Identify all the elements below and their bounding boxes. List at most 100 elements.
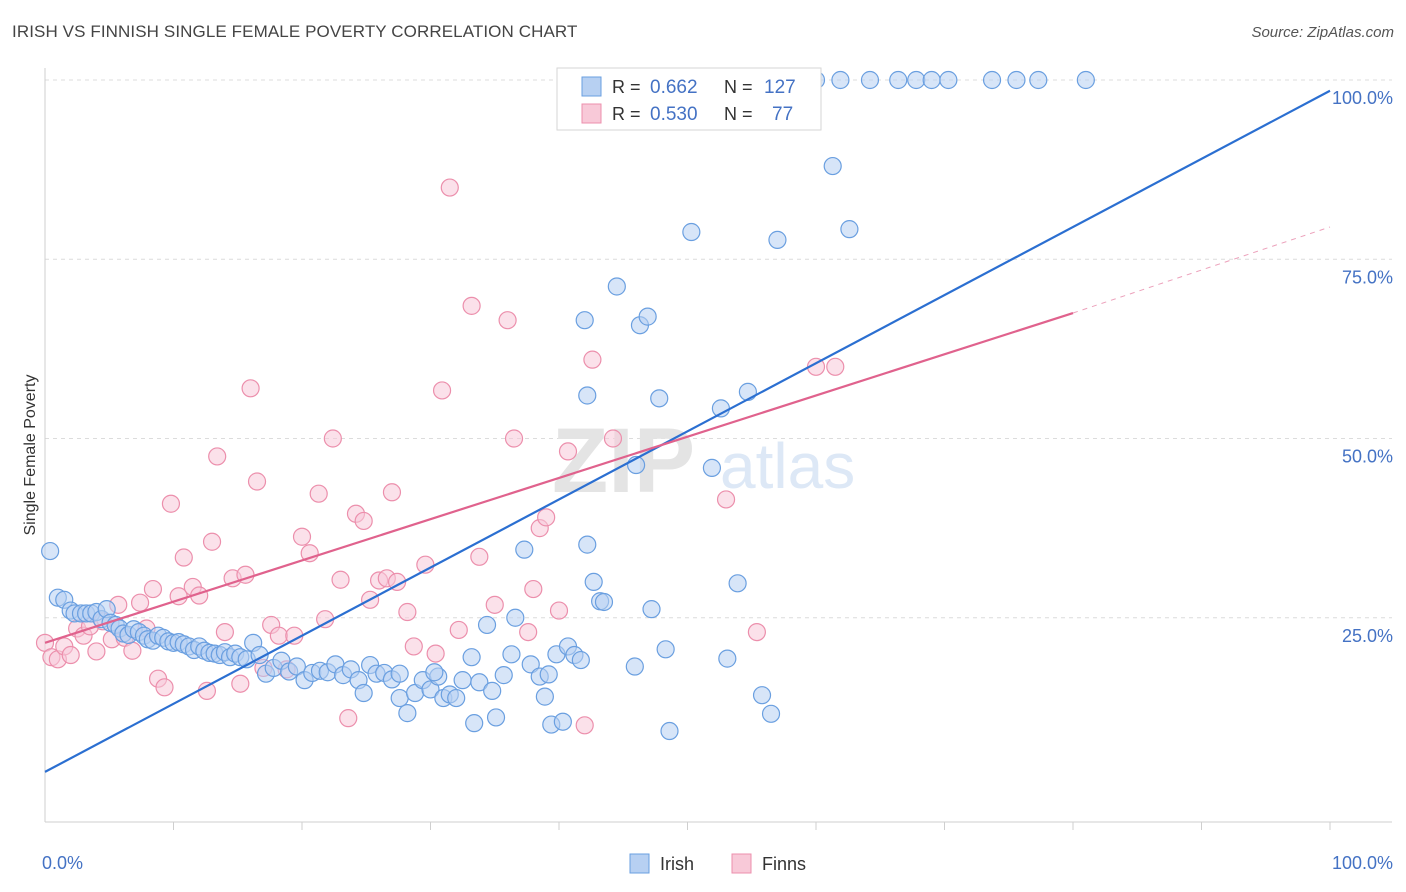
irish-point	[553, 712, 572, 731]
legend-irish-swatch	[629, 853, 650, 874]
finns-n-label: N =	[724, 104, 758, 124]
finns-point	[174, 548, 193, 567]
irish-point	[575, 311, 594, 330]
finns-point	[462, 296, 481, 315]
finns-point	[269, 626, 288, 645]
irish-point	[718, 649, 737, 668]
irish-point	[470, 673, 489, 692]
irish-point	[638, 307, 657, 326]
irish-point	[578, 386, 597, 405]
irish-series	[41, 70, 1095, 741]
irish-point	[521, 655, 540, 674]
y-tick-label: 100.0%	[1332, 88, 1393, 108]
finns-point	[331, 570, 350, 589]
gridlines	[45, 79, 1392, 619]
irish-point	[594, 592, 614, 612]
irish-point	[1076, 70, 1095, 90]
irish-point	[425, 663, 444, 682]
finns-n-value: 77	[772, 104, 793, 125]
legend-irish-label: Irish	[660, 854, 694, 874]
finns-point	[537, 508, 556, 527]
irish-point	[768, 230, 787, 249]
irish-point	[682, 222, 701, 242]
irish-point	[939, 70, 958, 90]
finns-point	[354, 511, 373, 531]
irish-point	[535, 687, 554, 706]
irish-point	[465, 714, 484, 733]
irish-point	[447, 688, 466, 708]
finns-point	[309, 484, 328, 503]
irish-point	[453, 671, 472, 690]
irish-point	[660, 721, 679, 741]
irish-point	[486, 708, 506, 727]
finns-point	[382, 483, 402, 502]
y-tick-label: 75.0%	[1342, 267, 1393, 287]
source-credit: Source: ZipAtlas.com	[1251, 24, 1394, 41]
finns-point	[339, 709, 358, 728]
irish-point	[1007, 70, 1026, 90]
stats-legend: R = 0.662 N = 127 R = 0.530 N = 77	[556, 67, 822, 131]
x-ticks	[173, 822, 1331, 830]
finns-trend-extension	[1072, 226, 1331, 314]
finns-point	[161, 494, 181, 513]
y-axis-label: Single Female Poverty	[22, 375, 39, 536]
irish-point	[41, 541, 60, 561]
legend-finns-label: Finns	[762, 854, 806, 874]
finns-point	[519, 622, 538, 642]
irish-point	[823, 156, 842, 176]
y-tick-label: 25.0%	[1342, 626, 1393, 646]
irish-point	[982, 70, 1002, 90]
watermark-zip: ZIP	[552, 410, 695, 512]
watermark-atlas: atlas	[720, 430, 855, 502]
irish-r-label: R =	[612, 77, 646, 97]
finns-point	[208, 447, 227, 466]
axes	[44, 68, 1392, 823]
irish-point	[506, 608, 525, 627]
finns-point	[575, 716, 594, 735]
irish-point	[483, 681, 502, 700]
y-tick-label: 50.0%	[1342, 447, 1393, 467]
irish-point	[840, 220, 859, 239]
irish-trend-line	[44, 89, 1331, 773]
irish-point	[584, 572, 603, 592]
irish-point	[650, 389, 669, 408]
irish-point	[390, 664, 409, 683]
finns-r-label: R =	[612, 104, 646, 124]
finns-point	[143, 579, 163, 599]
finns-trend-line	[44, 311, 1074, 644]
irish-point	[502, 645, 521, 664]
watermark: ZIP atlas	[552, 410, 855, 512]
finns-point	[202, 532, 222, 551]
finns-point	[292, 527, 312, 546]
finns-point	[603, 429, 623, 448]
finns-point	[404, 637, 423, 656]
irish-point	[390, 688, 409, 708]
irish-point	[625, 657, 644, 676]
irish-point	[831, 70, 850, 90]
finns-point	[215, 622, 234, 642]
irish-point	[539, 665, 558, 684]
finns-point	[231, 674, 250, 693]
legend-finns-swatch	[731, 853, 752, 874]
finns-point	[470, 547, 489, 566]
irish-point	[728, 574, 747, 593]
finns-point	[583, 350, 602, 369]
finns-point	[440, 178, 459, 197]
chart-title: IRISH VS FINNISH SINGLE FEMALE POVERTY C…	[12, 22, 578, 41]
irish-point	[702, 458, 722, 477]
irish-n-label: N =	[724, 77, 758, 97]
irish-point	[761, 704, 781, 723]
series-legend: Irish Finns	[629, 853, 806, 874]
trend-lines	[44, 89, 1331, 773]
finns-point	[87, 642, 106, 661]
finns-point	[747, 622, 766, 642]
y-tick-labels: 25.0% 50.0% 75.0% 100.0%	[1332, 88, 1393, 646]
x-tick-label-max: 100.0%	[1332, 853, 1393, 873]
irish-point	[515, 540, 534, 559]
finns-point	[549, 601, 569, 620]
irish-point	[860, 70, 880, 90]
finns-point	[716, 490, 736, 509]
irish-point	[398, 704, 417, 723]
irish-point	[1029, 70, 1048, 90]
finns-point	[524, 579, 543, 599]
